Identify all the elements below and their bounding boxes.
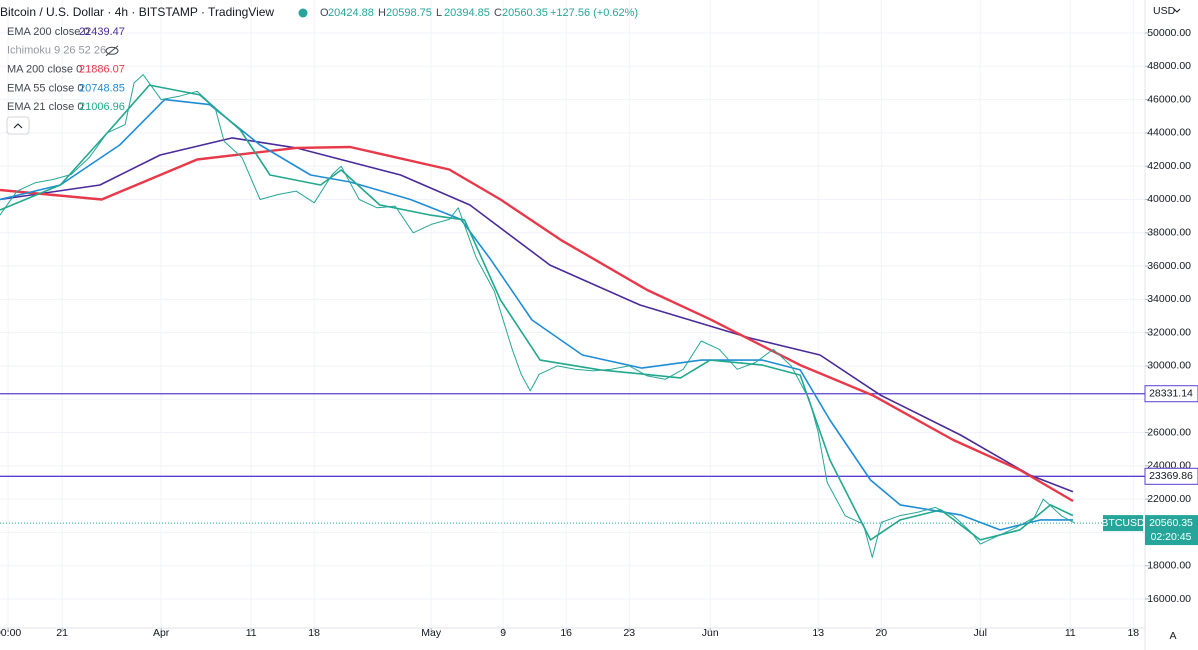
price-label: 23369.86 <box>1149 470 1193 482</box>
y-tick-label: 40000.00 <box>1147 193 1191 205</box>
y-tick-label: 30000.00 <box>1147 360 1191 372</box>
ohlc-letter: O <box>320 7 329 19</box>
hidden-icon <box>105 45 119 57</box>
x-tick-label: May <box>421 627 442 639</box>
price-label-box <box>1144 467 1198 485</box>
auto-label[interactable]: A <box>1169 630 1176 642</box>
countdown: 02:20:45 <box>1151 531 1192 543</box>
x-tick-label: Jul <box>974 627 987 639</box>
x-tick-label: Jun <box>702 627 719 639</box>
y-tick-label: 26000.00 <box>1147 426 1191 438</box>
symbol-label: BTCUSD <box>1101 517 1145 529</box>
y-tick-label: 48000.00 <box>1147 60 1191 72</box>
y-tick-label: 32000.00 <box>1147 326 1191 338</box>
indicator-value: 22439.47 <box>79 26 125 38</box>
x-tick-label: 18 <box>1127 627 1139 639</box>
ohlc-letter: H <box>378 7 386 19</box>
y-tick-label: 18000.00 <box>1147 559 1191 571</box>
ohlc-letter: L <box>436 7 442 19</box>
indicator-name: Ichimoku 9 26 52 26 <box>7 45 106 57</box>
indicator-line <box>0 145 1074 503</box>
price-label: 28331.14 <box>1149 388 1193 400</box>
price-label-box <box>1144 385 1198 403</box>
legend: Bitcoin / U.S. Dollar · 4h · BITSTAMP · … <box>0 5 638 113</box>
y-tick-label: 38000.00 <box>1147 227 1191 239</box>
x-tick-label: 20 <box>875 627 887 639</box>
ohlc-letter: C <box>494 7 502 19</box>
indicator-name: EMA 55 close 0 <box>7 82 83 94</box>
indicator-line <box>0 137 1074 493</box>
indicator-name: MA 200 close 0 <box>7 64 82 76</box>
x-tick-label: 16 <box>560 627 572 639</box>
indicator-value: 21886.07 <box>79 64 125 76</box>
auto-button[interactable] <box>1164 627 1182 645</box>
y-tick-label: 42000.00 <box>1147 160 1191 172</box>
symbol-title: Bitcoin / U.S. Dollar · 4h · BITSTAMP · … <box>0 5 274 19</box>
y-tick-label: 50000.00 <box>1147 27 1191 39</box>
price-line <box>0 74 1076 558</box>
y-tick-label: 36000.00 <box>1147 260 1191 272</box>
x-tick-label: Apr <box>153 627 170 639</box>
currency-label[interactable]: USD <box>1153 5 1176 17</box>
x-tick-label: 23 <box>623 627 635 639</box>
ohlc-value: 20560.35 <box>502 7 548 19</box>
indicator-value: 20748.85 <box>79 82 125 94</box>
x-tick-label: 18 <box>308 627 320 639</box>
grid <box>0 0 1145 628</box>
plot-area <box>0 74 1145 558</box>
x-tick-label: 21 <box>56 627 68 639</box>
ohlc-value: 20424.88 <box>328 7 374 19</box>
x-tick-label: 11 <box>246 627 257 639</box>
change: +127.56 (+0.62%) <box>550 7 638 19</box>
x-tick-label: 11 <box>1065 627 1076 639</box>
ohlc-value: 20394.85 <box>444 7 490 19</box>
indicator-name: EMA 21 close 0 <box>7 101 83 113</box>
y-tick-label: 22000.00 <box>1147 493 1191 505</box>
market-status <box>298 8 308 18</box>
symbol-box <box>1103 515 1143 532</box>
ohlc-value: 20598.75 <box>386 7 432 19</box>
y-tick-label: 16000.00 <box>1147 593 1191 605</box>
last-price-box <box>1145 515 1198 546</box>
collapse-button[interactable] <box>6 116 30 135</box>
axes: 16000.0018000.0020000.0022000.0024000.00… <box>0 27 1198 639</box>
y-tick-label: 34000.00 <box>1147 293 1191 305</box>
x-tick-label: 9 <box>500 627 506 639</box>
last-price-label: 20560.35 <box>1149 517 1193 529</box>
indicator-line <box>0 98 1073 531</box>
x-tick-label: 13 <box>812 627 824 639</box>
y-tick-label: 44000.00 <box>1147 127 1191 139</box>
indicator-name: EMA 200 close 0 <box>7 26 90 38</box>
collapse-icon <box>13 123 23 129</box>
indicator-value: 21006.96 <box>79 101 125 113</box>
y-tick-label: 46000.00 <box>1147 93 1191 105</box>
dropdown-icon <box>1173 8 1181 13</box>
hidden-icon <box>105 46 119 55</box>
x-tick-label: 00:00 <box>0 627 21 639</box>
